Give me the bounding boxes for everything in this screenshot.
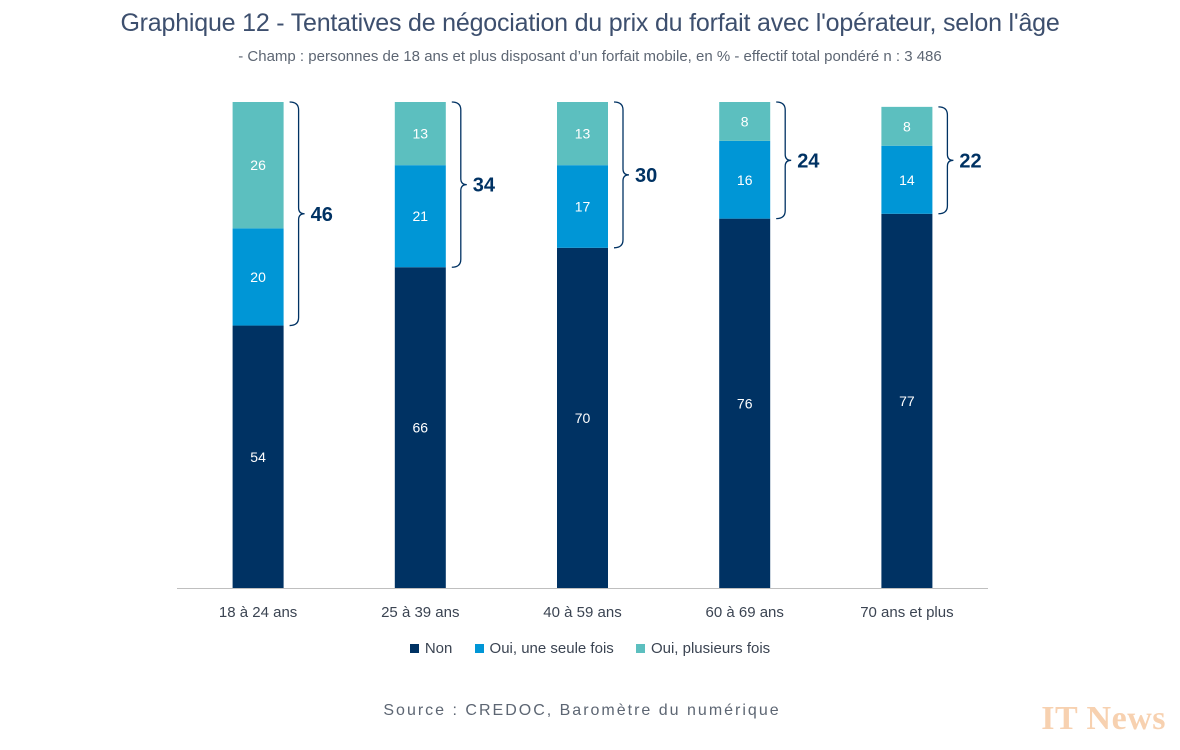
data-label-non-60-a-69-ans: 76 [737, 395, 753, 411]
chart-legend: Non Oui, une seule fois Oui, plusieurs f… [0, 640, 1180, 657]
x-tick-label-18-a-24-ans: 18 à 24 ans [219, 604, 297, 621]
bar-segment-oui-plusieurs-fois-25-a-39-ans [394, 102, 446, 166]
bar-segment-non-60-a-69-ans [719, 218, 771, 588]
chart-title: Graphique 12 - Tentatives de négociation… [120, 9, 1060, 37]
x-tick-label-60-a-69-ans: 60 à 69 ans [705, 604, 783, 621]
legend-item-oui-plusieurs-fois: Oui, plusieurs fois [635, 640, 771, 657]
source-note: Source : CREDOC, Baromètre du numérique [383, 702, 781, 719]
oui-total-bracket-70-ans-et-plus [938, 106, 954, 215]
oui-total-label-18-a-24-ans: 46 [311, 204, 333, 226]
oui-total-label-70-ans-et-plus: 22 [959, 150, 981, 172]
bar-segment-non-25-a-39-ans [394, 267, 446, 588]
oui-total-label-25-a-39-ans: 34 [473, 175, 496, 197]
data-label-non-40-a-59-ans: 70 [575, 410, 591, 426]
legend-swatch-oui-plusieurs-fois [635, 643, 645, 653]
bar-segment-oui-plusieurs-fois-18-a-24-ans [232, 102, 284, 229]
data-label-oui-une-seule-fois-60-a-69-ans: 16 [737, 172, 753, 188]
bar-segment-oui-plusieurs-fois-60-a-69-ans [719, 102, 771, 141]
data-label-oui-une-seule-fois-40-a-59-ans: 17 [575, 198, 591, 214]
legend-item-non: Non [409, 640, 453, 657]
oui-total-label-40-a-59-ans: 30 [635, 165, 657, 187]
bar-segment-oui-une-seule-fois-40-a-59-ans [557, 165, 608, 248]
stacked-bar-chart: 54 20 26 46 18 à 24 ans 66 21 13 34 25 à 39 ans 70… [177, 101, 988, 621]
itnews-watermark-logo: IT News [1041, 700, 1166, 737]
x-tick-label-40-a-59-ans: 40 à 59 ans [543, 604, 621, 621]
x-tick-label-70-ans-et-plus: 70 ans et plus [860, 604, 953, 621]
bar-segment-non-40-a-59-ans [557, 247, 608, 589]
data-label-non-70-ans-et-plus: 77 [899, 393, 915, 409]
oui-total-bracket-25-a-39-ans [451, 101, 467, 268]
legend-label-non: Non [424, 640, 453, 657]
data-label-oui-une-seule-fois-25-a-39-ans: 21 [413, 208, 429, 224]
x-tick-label-25-a-39-ans: 25 à 39 ans [381, 604, 459, 621]
legend-item-oui-une-seule-fois: Oui, une seule fois [474, 640, 614, 657]
data-label-non-25-a-39-ans: 66 [413, 420, 429, 436]
bar-segment-non-18-a-24-ans [232, 325, 284, 588]
legend-label-oui-plusieurs-fois: Oui, plusieurs fois [650, 640, 771, 657]
data-label-oui-plusieurs-fois-40-a-59-ans: 13 [575, 126, 591, 142]
data-label-oui-plusieurs-fois-70-ans-et-plus: 8 [903, 118, 911, 134]
legend-label-oui-une-seule-fois: Oui, une seule fois [489, 640, 614, 657]
bar-segment-oui-plusieurs-fois-70-ans-et-plus [881, 106, 933, 146]
oui-total-bracket-60-a-69-ans [776, 101, 792, 220]
bar-segment-oui-une-seule-fois-60-a-69-ans [719, 140, 771, 219]
data-label-oui-plusieurs-fois-60-a-69-ans: 8 [741, 113, 749, 129]
bar-segment-oui-plusieurs-fois-40-a-59-ans [557, 102, 608, 166]
chart-subtitle: - Champ : personnes de 18 ans et plus di… [238, 48, 942, 65]
data-label-oui-plusieurs-fois-25-a-39-ans: 13 [413, 126, 429, 142]
oui-total-bracket-18-a-24-ans [289, 101, 305, 327]
data-label-oui-plusieurs-fois-18-a-24-ans: 26 [250, 157, 266, 173]
bar-segment-oui-une-seule-fois-18-a-24-ans [232, 228, 284, 326]
legend-swatch-oui-une-seule-fois [474, 643, 484, 653]
legend-swatch-non [409, 643, 419, 653]
oui-total-bracket-40-a-59-ans [613, 101, 630, 249]
bar-segment-oui-une-seule-fois-70-ans-et-plus [881, 145, 933, 214]
bar-segment-oui-une-seule-fois-25-a-39-ans [394, 165, 446, 268]
data-label-oui-une-seule-fois-70-ans-et-plus: 14 [899, 172, 915, 188]
data-label-oui-une-seule-fois-18-a-24-ans: 20 [250, 269, 266, 285]
bar-segment-non-70-ans-et-plus [881, 213, 933, 588]
oui-total-label-60-a-69-ans: 24 [797, 150, 820, 172]
data-label-non-18-a-24-ans: 54 [250, 449, 266, 465]
